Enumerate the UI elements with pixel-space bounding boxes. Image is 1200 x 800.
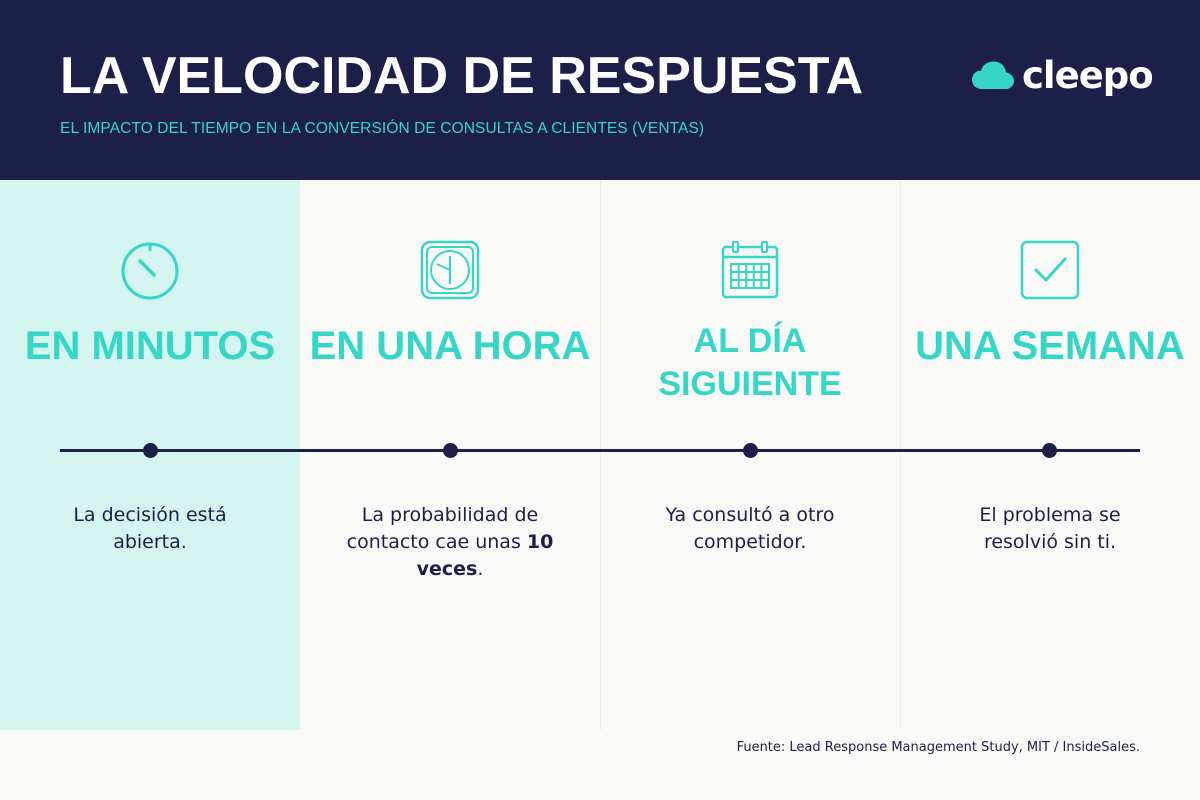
desc-end: . [477, 558, 484, 580]
stopwatch-icon [121, 242, 179, 300]
timeline-dot [743, 443, 758, 458]
logo-text: cleepo [1022, 54, 1154, 97]
stage-next-day: AL DÍA SIGUIENTE Ya consultó a otro compe… [600, 180, 900, 730]
stage-heading: EN MINUTOS [24, 324, 276, 368]
desc-emphasis: 10 veces [416, 531, 554, 580]
timeline-dot [443, 443, 458, 458]
desc-text: La probabilidad de contacto cae unas [346, 504, 539, 553]
stage-heading: EN UNA HORA [309, 324, 591, 368]
source-note: Fuente: Lead Response Management Study, … [736, 740, 1140, 755]
stage-one-week: UNA SEMANA El problema se resolvió sin t… [900, 180, 1200, 730]
header-banner: LA VELOCIDAD DE RESPUESTA EL IMPACTO DEL… [0, 0, 1200, 180]
timeline-dot [1042, 443, 1057, 458]
heading-line: SIGUIENTE [658, 365, 842, 403]
stages-section: EN MINUTOS La decisión está abierta. EN … [0, 180, 1200, 730]
checkbox-icon [1020, 240, 1080, 300]
page-title: LA VELOCIDAD DE RESPUESTA [60, 47, 864, 105]
stage-one-hour: EN UNA HORA La probabilidad de contacto … [300, 180, 600, 730]
heading-line: AL DÍA [693, 322, 807, 360]
timeline-dot [143, 443, 158, 458]
column-divider [600, 180, 601, 730]
stage-description: El problema se resolvió sin ti. [979, 504, 1121, 553]
cloud-icon [972, 61, 1014, 89]
page-subtitle: EL IMPACTO DEL TIEMPO EN LA CONVERSIÓN D… [60, 120, 705, 137]
stage-heading: AL DÍA SIGUIENTE [600, 320, 900, 406]
clock-icon [420, 240, 480, 300]
timeline-line [60, 449, 1140, 452]
stage-minutes: EN MINUTOS La decisión está abierta. [0, 180, 300, 730]
column-divider [900, 180, 901, 730]
stage-description: La decisión está abierta. [73, 504, 227, 553]
cleepo-logo: cleepo [972, 52, 1154, 100]
stage-description: La probabilidad de contacto cae unas 10 … [320, 502, 580, 583]
stage-heading: UNA SEMANA [915, 324, 1185, 368]
stage-description: Ya consultó a otro competidor. [665, 504, 835, 553]
calendar-icon [721, 241, 779, 299]
